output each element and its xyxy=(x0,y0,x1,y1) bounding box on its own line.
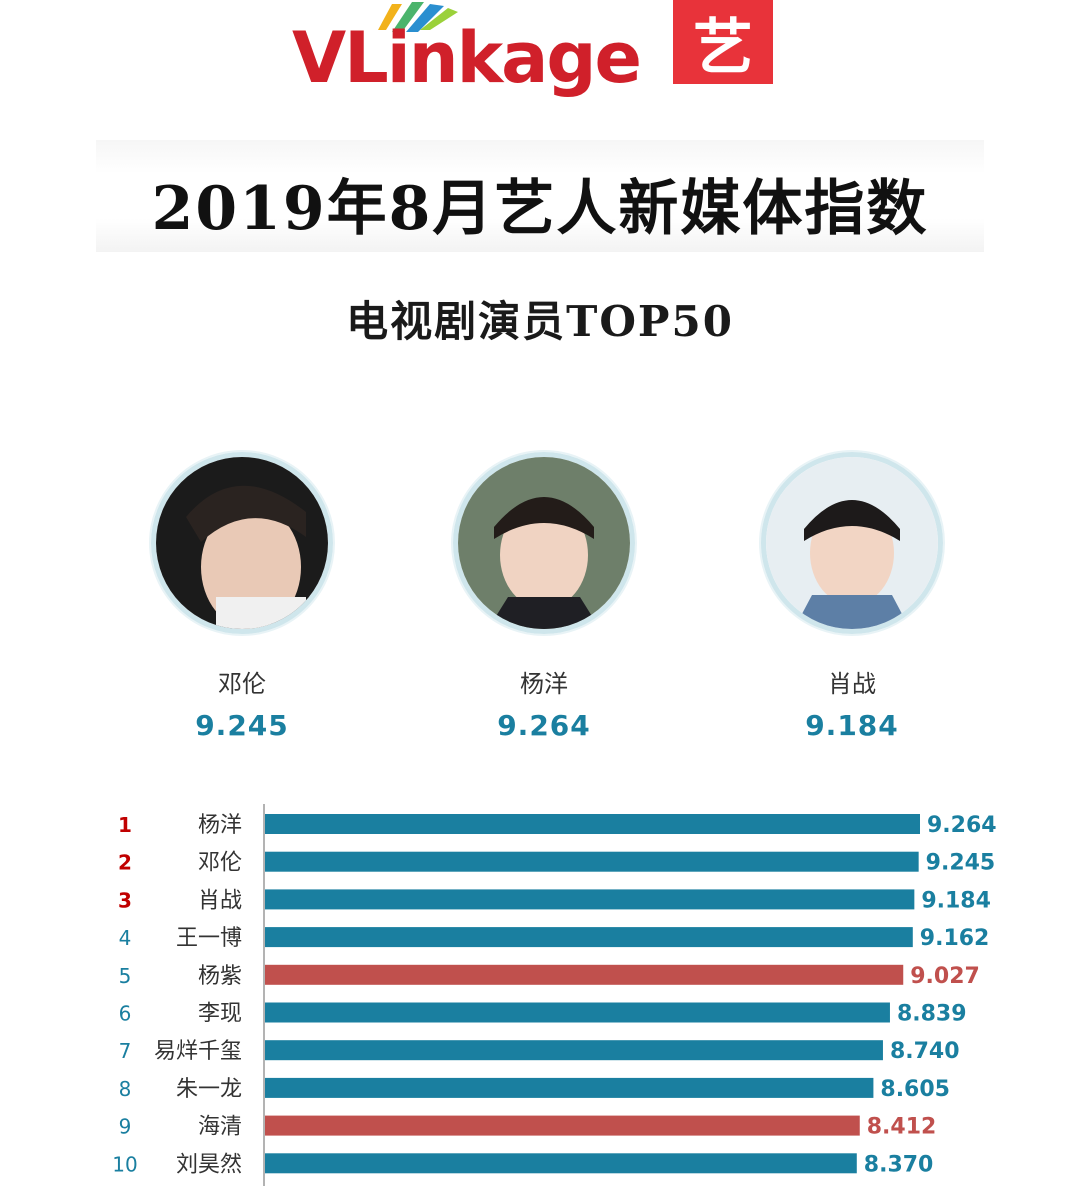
podium-score: 9.264 xyxy=(497,709,591,742)
vlinkage-logo: VLinkage xyxy=(292,17,642,99)
podium-third: 肖战 9.184 xyxy=(752,452,952,742)
bar xyxy=(265,851,919,872)
category-label: 杨洋 xyxy=(198,813,242,838)
podium-second: 邓伦 9.245 xyxy=(142,452,342,742)
rank-label: 7 xyxy=(119,1039,132,1063)
rank-label: 5 xyxy=(119,964,132,988)
rank-label: 3 xyxy=(118,888,132,912)
category-label: 肖战 xyxy=(198,888,242,913)
category-label: 海清 xyxy=(198,1115,242,1140)
category-label: 易烊千玺 xyxy=(154,1039,242,1064)
podium-name: 邓伦 xyxy=(218,670,266,698)
bar xyxy=(265,927,913,948)
rank-label: 4 xyxy=(119,926,132,950)
bar xyxy=(265,814,920,834)
value-label: 9.184 xyxy=(921,888,991,913)
category-label: 李现 xyxy=(198,1002,242,1027)
rank-label: 2 xyxy=(118,851,132,875)
podium-score: 9.184 xyxy=(805,709,899,742)
value-label: 9.027 xyxy=(910,964,980,989)
art-logo: 艺 xyxy=(673,0,773,84)
ranking-bar-chart: 1 杨洋 9.264 2 邓伦 9.245 3 肖战 9.184 4 王一博 9.162 5 杨紫 9.02… xyxy=(112,804,997,1186)
rank-label: 6 xyxy=(119,1002,132,1026)
category-label: 刘昊然 xyxy=(176,1152,242,1177)
bar xyxy=(265,1077,874,1098)
rank-label: 1 xyxy=(118,813,132,837)
value-label: 9.162 xyxy=(920,926,990,951)
podium-score: 9.245 xyxy=(195,709,289,742)
value-label: 9.264 xyxy=(927,813,997,838)
avatar xyxy=(453,452,635,634)
page-title: 2019年8月艺人新媒体指数 xyxy=(151,174,929,244)
value-label: 8.839 xyxy=(897,1002,967,1027)
value-label: 8.370 xyxy=(864,1152,934,1177)
bar xyxy=(265,889,915,910)
podium-name: 杨洋 xyxy=(520,670,568,698)
avatar xyxy=(151,452,333,634)
title-band xyxy=(96,140,984,252)
bar xyxy=(265,964,904,985)
logo-bar: VLinkage 艺 xyxy=(0,0,1080,110)
value-label: 8.412 xyxy=(867,1115,937,1140)
category-label: 朱一龙 xyxy=(176,1077,242,1102)
bar xyxy=(265,1153,857,1174)
value-label: 8.740 xyxy=(890,1039,960,1064)
bar xyxy=(265,1040,883,1061)
podium-first: 杨洋 9.264 xyxy=(444,452,644,742)
category-label: 邓伦 xyxy=(198,851,242,876)
category-label: 王一博 xyxy=(176,926,242,951)
value-label: 9.245 xyxy=(926,851,996,876)
category-label: 杨紫 xyxy=(198,964,242,989)
rank-label: 9 xyxy=(119,1115,132,1139)
bar xyxy=(265,1115,860,1136)
bar xyxy=(265,1002,890,1023)
avatar xyxy=(761,452,943,634)
podium-name: 肖战 xyxy=(828,670,876,698)
value-label: 8.605 xyxy=(880,1077,950,1102)
ranking-chart: 1 杨洋 9.264 2 邓伦 9.245 3 肖战 9.184 4 王一博 9.162 5 杨紫 9.02… xyxy=(0,800,1080,1186)
vlinkage-emblem-icon xyxy=(378,2,458,32)
page-subtitle: 电视剧演员TOP50 xyxy=(346,297,734,346)
rank-label: 8 xyxy=(119,1077,132,1101)
rank-label: 10 xyxy=(112,1152,137,1176)
